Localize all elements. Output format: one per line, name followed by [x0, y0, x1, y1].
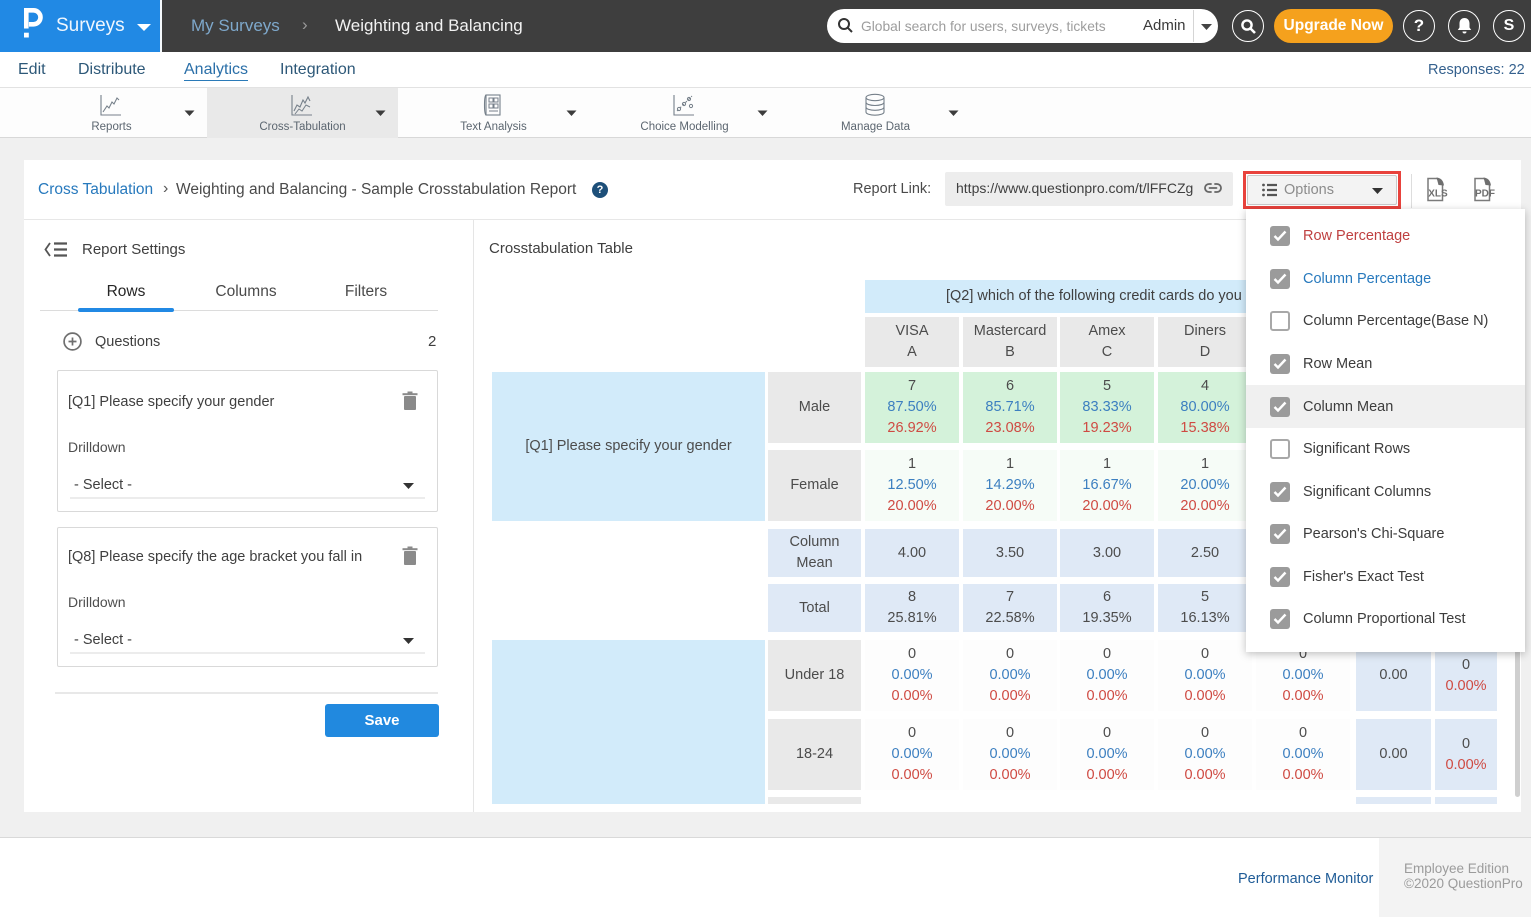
svg-text:PDF: PDF — [1475, 189, 1495, 200]
svg-text:XLS: XLS — [1428, 189, 1448, 200]
